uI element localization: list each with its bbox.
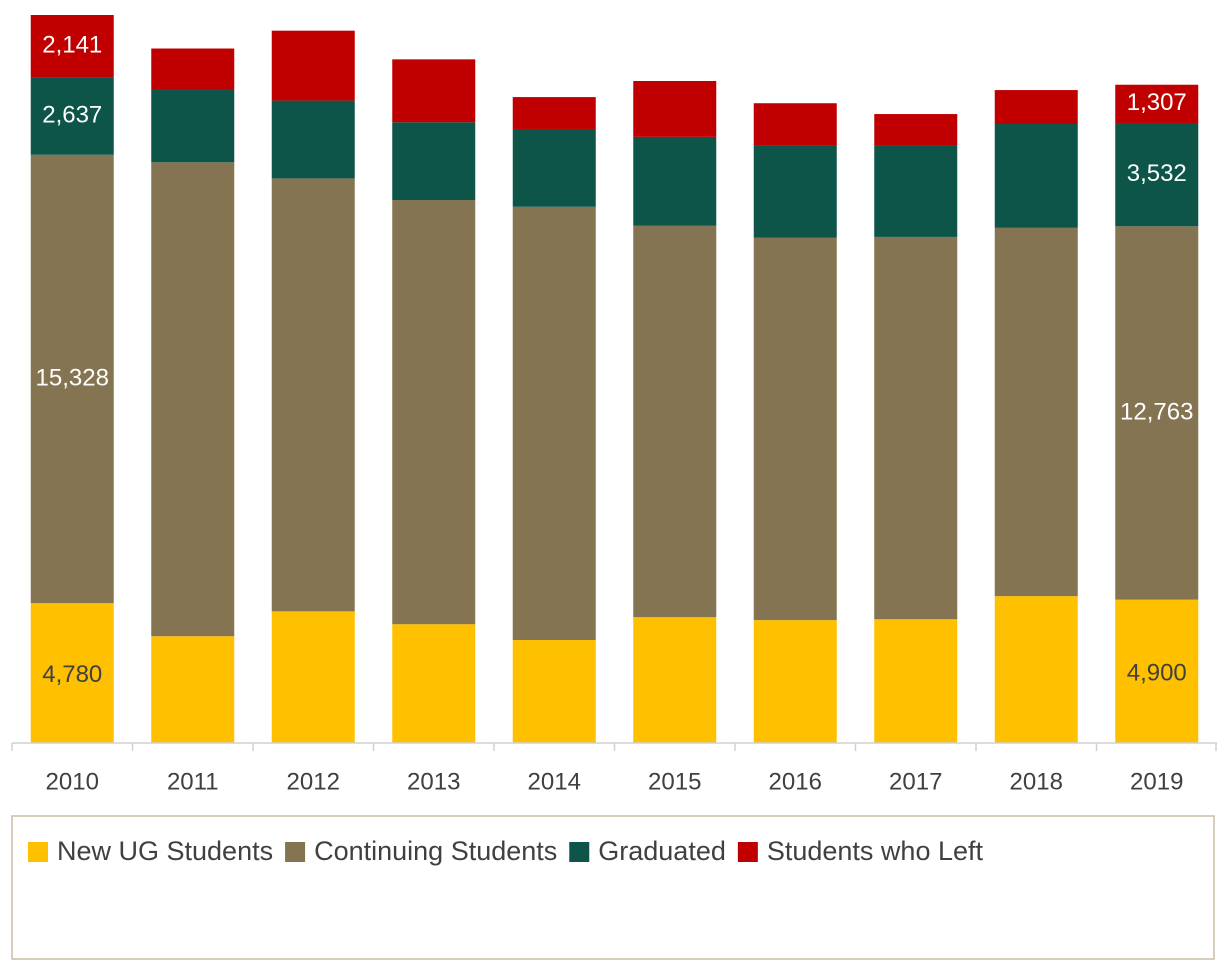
legend-box <box>11 815 1215 960</box>
bar-segment <box>994 227 1078 597</box>
x-tick-label: 2016 <box>769 768 822 795</box>
legend-swatch <box>569 842 590 862</box>
bar-segment <box>753 103 837 146</box>
bar-segment <box>633 225 717 618</box>
x-tick-label: 2018 <box>1010 768 1063 795</box>
bar-segment <box>392 624 476 743</box>
bar-segment <box>1115 226 1199 600</box>
bar-segment <box>151 48 235 90</box>
x-tick-label: 2019 <box>1130 768 1183 795</box>
bar-segment <box>30 15 114 78</box>
legend-label: Students who Left <box>767 836 984 866</box>
x-tick-label: 2010 <box>46 768 99 795</box>
legend-swatch <box>285 842 306 862</box>
x-tick-label: 2017 <box>889 768 942 795</box>
data-label: 1,307 <box>1127 89 1187 116</box>
x-tick-label: 2014 <box>528 768 581 795</box>
bar-segment <box>753 620 837 743</box>
data-label: 2,141 <box>42 32 102 59</box>
bar-segment <box>753 237 837 621</box>
x-tick-label: 2013 <box>407 768 460 795</box>
bar-segment <box>151 89 235 163</box>
bar-segment <box>994 90 1078 124</box>
bar-segment <box>271 178 355 612</box>
bar-segment <box>512 128 596 207</box>
bar-segment <box>753 145 837 238</box>
bar-segment <box>874 236 958 620</box>
legend-label: Continuing Students <box>314 836 557 866</box>
bar-segment <box>512 97 596 129</box>
bar-segment <box>392 200 476 625</box>
bar-segment <box>1115 122 1199 227</box>
bar-segment <box>874 114 958 146</box>
legend-label: Graduated <box>598 836 726 866</box>
bar-segment <box>271 100 355 179</box>
legend-swatch <box>28 842 48 862</box>
bar-segment <box>392 122 476 201</box>
bar-segment <box>1115 84 1199 123</box>
bar-segment <box>994 596 1078 743</box>
data-label: 15,328 <box>36 364 109 391</box>
bar-segment <box>271 611 355 743</box>
data-label: 12,763 <box>1120 398 1193 425</box>
x-tick-label: 2015 <box>648 768 701 795</box>
bar-segment <box>994 123 1078 228</box>
bar-segment <box>30 603 114 743</box>
bar-segment <box>633 80 717 137</box>
bar-segment <box>874 145 958 237</box>
data-label: 2,637 <box>42 102 102 129</box>
legend-swatch <box>737 842 758 862</box>
bar-segment <box>512 206 596 641</box>
bar-segment <box>271 30 355 101</box>
bar-segment <box>512 640 596 743</box>
bar-segment <box>633 136 717 226</box>
legend-label: New UG Students <box>57 836 273 866</box>
bar-segment <box>30 77 114 155</box>
bar-segment <box>151 162 235 637</box>
bar-segment <box>30 154 114 604</box>
data-label: 4,900 <box>1127 660 1187 687</box>
data-label: 3,532 <box>1127 160 1187 187</box>
bar-segment <box>151 636 235 743</box>
bar-segment <box>874 619 958 743</box>
data-label: 4,780 <box>42 661 102 688</box>
bar-segment <box>1115 599 1199 743</box>
x-tick-label: 2012 <box>287 768 340 795</box>
bar-segment <box>392 59 476 123</box>
bar-segment <box>633 617 717 743</box>
x-tick-label: 2011 <box>167 768 219 795</box>
